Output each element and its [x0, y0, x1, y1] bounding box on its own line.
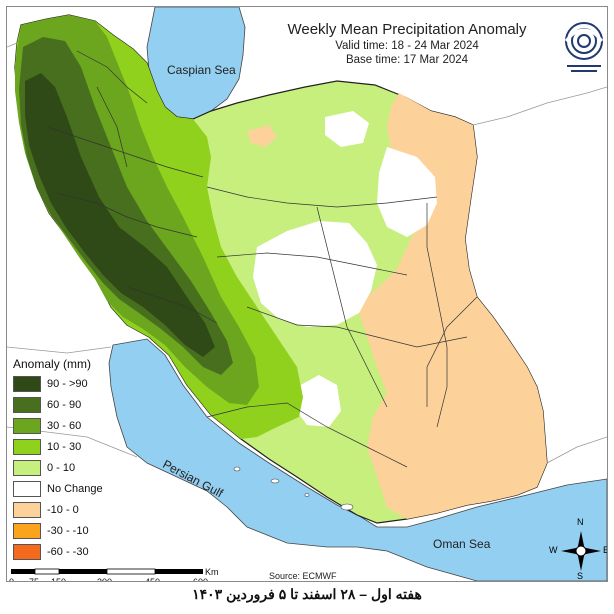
no-change-interior — [253, 221, 377, 327]
anomaly-90-plus — [25, 73, 215, 357]
organization-logo-icon — [564, 22, 604, 72]
legend-label: 10 - 30 — [47, 441, 82, 453]
legend-label: 30 - 60 — [47, 420, 82, 432]
scale-tick: 0 — [9, 577, 15, 582]
legend-swatch — [13, 481, 41, 497]
scale-unit: Km — [205, 567, 219, 577]
legend-item: -60 - -30 — [13, 542, 133, 562]
scale-bar-graphic — [11, 568, 203, 575]
map-title: Weekly Mean Precipitation Anomaly — [287, 21, 527, 38]
compass-s: S — [577, 571, 584, 581]
legend-item: 60 - 90 — [13, 395, 133, 415]
legend-label: 90 - >90 — [47, 378, 88, 390]
legend-swatch — [13, 502, 41, 518]
legend-items: 90 - >90 60 - 90 30 - 60 10 - 30 0 - 10 No Ch… — [13, 374, 133, 562]
legend-swatch — [13, 544, 41, 560]
legend-item: -10 - 0 — [13, 500, 133, 520]
legend-swatch — [13, 418, 41, 434]
legend-item: 30 - 60 — [13, 416, 133, 436]
legend-swatch — [13, 376, 41, 392]
no-change-north — [325, 111, 369, 147]
legend-label: 0 - 10 — [47, 462, 76, 474]
valid-time: Valid time: 18 - 24 Mar 2024 — [335, 40, 479, 52]
compass-graphic — [561, 531, 601, 571]
legend-swatch — [13, 460, 41, 476]
no-change-south — [295, 375, 341, 427]
compass-n: N — [577, 517, 584, 527]
legend-label: 60 - 90 — [47, 399, 82, 411]
caspian-sea-label: Caspian Sea — [167, 63, 236, 77]
legend-item: -30 - -10 — [13, 521, 133, 541]
precipitation-map — [7, 7, 607, 581]
oman-sea-label: Oman Sea — [433, 537, 491, 551]
scale-tick: 600 — [193, 577, 209, 582]
legend-item: 10 - 30 — [13, 437, 133, 457]
compass-rose-icon: N S W E — [549, 517, 607, 581]
legend-title: Anomaly (mm) — [13, 357, 92, 371]
legend-item: No Change — [13, 479, 133, 499]
legend: Anomaly (mm) 90 - >90 60 - 90 30 - 60 10 - … — [13, 357, 133, 563]
legend-swatch — [13, 397, 41, 413]
persian-gulf — [108, 338, 607, 581]
legend-label: -60 - -30 — [47, 546, 89, 558]
source-label: Source: ECMWF — [269, 571, 337, 581]
legend-label: -30 - -10 — [47, 525, 89, 537]
scale-bar: 0 75 150 300 450 600 Km — [9, 567, 219, 582]
compass-w: W — [549, 545, 558, 555]
legend-item: 0 - 10 — [13, 458, 133, 478]
gulf-islands — [233, 466, 354, 511]
legend-item: 90 - >90 — [13, 374, 133, 394]
caption: هفته اول – ۲۸ اسفند تا ۵ فروردین ۱۴۰۳ — [192, 586, 422, 602]
legend-label: -10 - 0 — [47, 504, 79, 516]
scale-tick: 300 — [97, 577, 113, 582]
legend-swatch — [13, 523, 41, 539]
base-time: Base time: 17 Mar 2024 — [345, 54, 469, 66]
no-change-east — [377, 147, 437, 237]
scale-tick: 450 — [145, 577, 161, 582]
scale-tick: 150 — [51, 577, 67, 582]
legend-swatch — [13, 439, 41, 455]
province-borders — [46, 50, 478, 468]
compass-e: E — [603, 545, 607, 555]
dry-east-region — [359, 93, 547, 519]
dry-patch-1 — [247, 125, 277, 147]
legend-label: No Change — [47, 483, 103, 495]
map-frame: Weekly Mean Precipitation Anomaly Valid … — [6, 6, 608, 582]
scale-tick: 75 — [29, 577, 40, 582]
